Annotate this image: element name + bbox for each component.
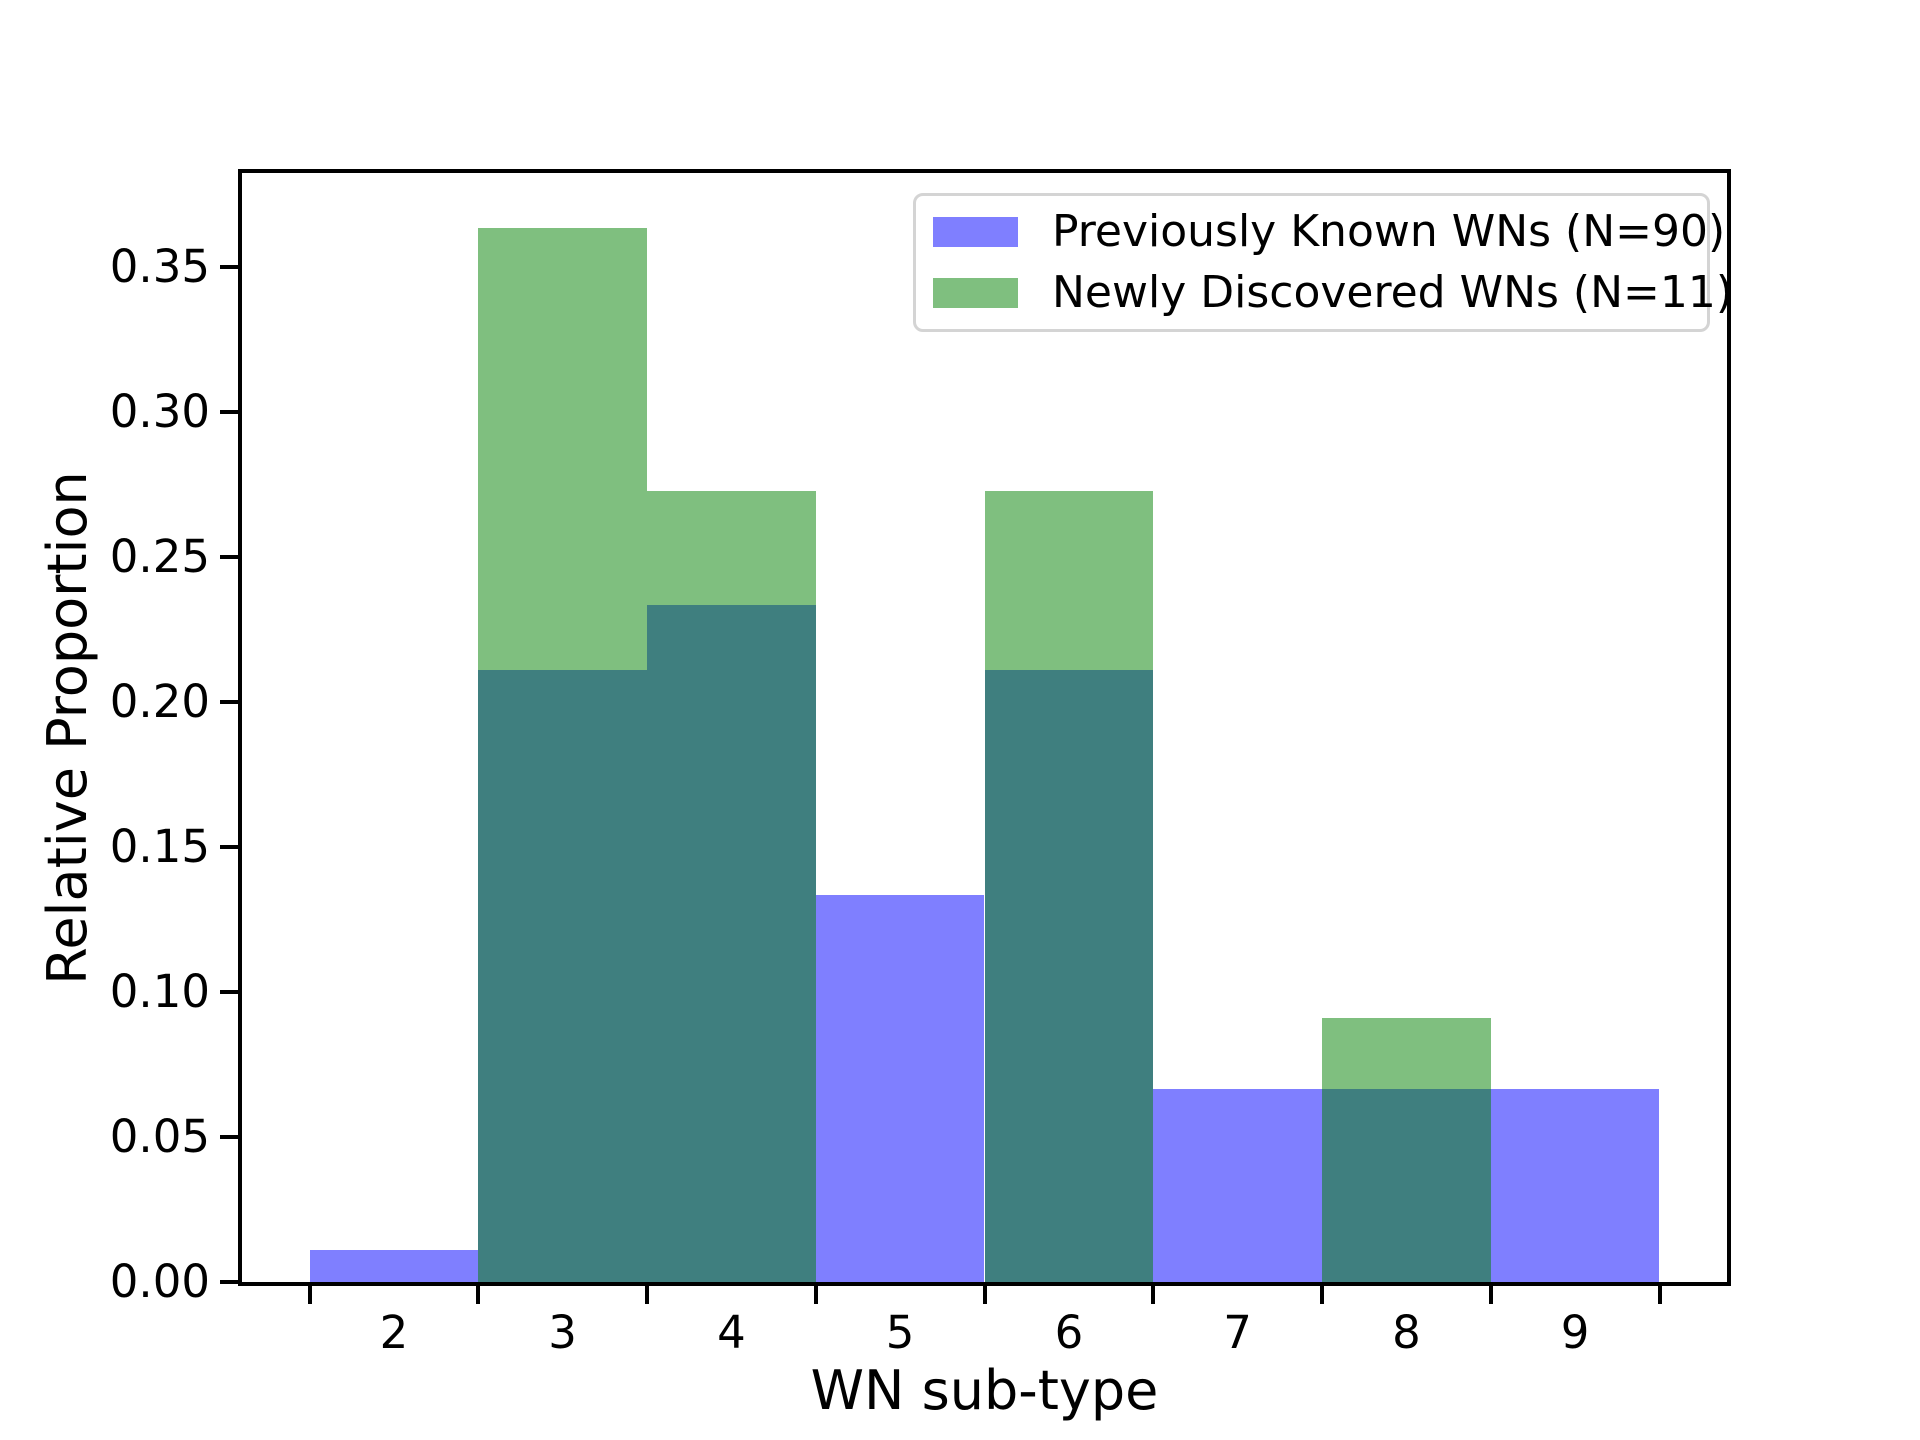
- bar-green-6: [984, 491, 1154, 1282]
- x-tick-mark: [476, 1284, 481, 1304]
- bar-green-8: [1322, 1018, 1491, 1282]
- x-tick-mark: [645, 1284, 649, 1304]
- axes-frame: [238, 169, 1731, 1286]
- x-tick-label: 8: [1392, 1306, 1421, 1359]
- y-tick-mark: [220, 700, 240, 704]
- bar-blue-2: [309, 1249, 479, 1282]
- legend-swatch-newly-discovered: [933, 277, 1018, 308]
- y-tick-mark: [220, 1135, 240, 1139]
- x-tick-label: 2: [379, 1306, 409, 1359]
- y-tick-label: 0.05: [109, 1110, 210, 1163]
- y-tick-mark: [220, 990, 240, 994]
- bars-layer: [242, 173, 1727, 1282]
- bar-green-4: [647, 491, 816, 1282]
- x-tick-label: 9: [1560, 1306, 1590, 1359]
- x-tick-label: 7: [1223, 1306, 1252, 1359]
- x-axis-label: WN sub-type: [810, 1359, 1159, 1422]
- y-tick-label: 0.00: [109, 1255, 210, 1308]
- legend-label: Newly Discovered WNs (N=11): [1052, 266, 1734, 318]
- legend: Previously Known WNs (N=90) Newly Discov…: [913, 193, 1733, 332]
- y-axis-label: Relative Proportion: [36, 470, 99, 985]
- x-tick-label: 6: [1054, 1306, 1084, 1359]
- y-tick-mark: [220, 1280, 240, 1284]
- x-tick-label: 5: [885, 1306, 915, 1359]
- x-tick-mark: [813, 1284, 818, 1304]
- y-tick-label: 0.25: [109, 530, 210, 583]
- y-tick-mark: [220, 845, 240, 849]
- x-tick-label: 4: [717, 1306, 746, 1359]
- bar-blue-5: [815, 895, 985, 1282]
- x-tick-mark: [1151, 1284, 1156, 1304]
- y-tick-label: 0.35: [109, 240, 210, 293]
- legend-row: Previously Known WNs (N=90): [933, 202, 1725, 263]
- x-tick-mark: [1320, 1284, 1324, 1304]
- x-tick-mark: [1657, 1284, 1662, 1304]
- legend-row: Newly Discovered WNs (N=11): [933, 263, 1733, 324]
- bar-blue-9: [1490, 1088, 1660, 1282]
- bar-blue-7: [1153, 1088, 1323, 1282]
- legend-swatch-previously-known: [933, 217, 1018, 248]
- x-tick-mark: [982, 1284, 987, 1304]
- y-tick-label: 0.30: [109, 385, 210, 438]
- y-tick-label: 0.15: [109, 820, 210, 873]
- y-tick-label: 0.10: [109, 965, 210, 1018]
- x-tick-mark: [1488, 1284, 1493, 1304]
- y-tick-mark: [220, 410, 240, 414]
- x-tick-mark: [307, 1284, 312, 1304]
- y-tick-label: 0.20: [109, 675, 210, 728]
- bar-green-3: [478, 227, 647, 1282]
- legend-label: Previously Known WNs (N=90): [1052, 206, 1726, 258]
- y-tick-mark: [220, 555, 240, 559]
- x-tick-label: 3: [548, 1306, 577, 1359]
- y-tick-mark: [220, 265, 240, 269]
